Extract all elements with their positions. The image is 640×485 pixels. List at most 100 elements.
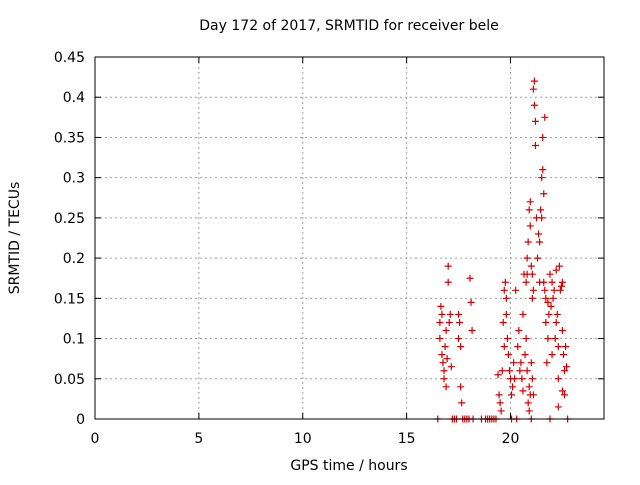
data-point <box>509 383 517 391</box>
data-point <box>518 375 526 383</box>
data-point <box>510 359 518 367</box>
data-point <box>562 343 570 351</box>
x-tick-label: 20 <box>502 431 520 447</box>
data-point <box>539 133 547 141</box>
data-point <box>523 367 531 375</box>
data-point <box>505 367 513 375</box>
y-tick-label: 0.45 <box>54 50 85 66</box>
x-tick-label: 5 <box>194 431 203 447</box>
data-point <box>522 335 530 343</box>
data-point <box>561 391 569 399</box>
data-point <box>456 318 464 326</box>
y-tick-labels: 0 0.05 0.1 0.15 0.2 0.25 0.3 0.35 0.4 0.45 <box>54 50 85 428</box>
data-point <box>554 343 562 351</box>
y-tick-label: 0 <box>76 412 85 428</box>
y-tick-label: 0.4 <box>63 90 85 106</box>
data-point <box>538 214 546 222</box>
data-point <box>559 351 567 359</box>
data-point <box>498 367 506 375</box>
data-point <box>455 335 463 343</box>
data-point <box>500 286 508 294</box>
axis-ticks <box>94 56 604 420</box>
data-point <box>558 327 566 335</box>
data-point <box>523 254 531 262</box>
data-point <box>519 387 527 395</box>
data-point <box>541 286 549 294</box>
data-point <box>558 278 566 286</box>
data-point <box>544 298 552 306</box>
data-point <box>529 286 537 294</box>
y-tick-label: 0.05 <box>54 372 85 388</box>
data-point <box>526 198 534 206</box>
data-point <box>515 327 523 335</box>
data-point <box>558 387 566 395</box>
data-point <box>531 117 539 125</box>
data-point <box>555 262 563 270</box>
data-point <box>502 294 510 302</box>
data-point <box>444 262 452 270</box>
data-point <box>524 399 532 407</box>
data-point <box>442 383 450 391</box>
data-point <box>548 278 556 286</box>
data-point <box>442 327 450 335</box>
x-tick-label: 10 <box>294 431 312 447</box>
data-point <box>525 206 533 214</box>
data-point <box>556 286 564 294</box>
data-point <box>504 351 512 359</box>
data-point <box>466 274 474 282</box>
data-point <box>561 367 569 375</box>
data-point <box>545 310 553 318</box>
data-point <box>529 85 537 93</box>
data-point <box>534 254 542 262</box>
data-point <box>445 318 453 326</box>
data-point <box>494 371 502 379</box>
data-point <box>541 113 549 121</box>
data-point <box>527 359 535 367</box>
data-point <box>551 335 559 343</box>
data-point <box>530 77 538 85</box>
data-point <box>436 335 444 343</box>
y-tick-label: 0.2 <box>63 251 85 267</box>
data-point <box>439 359 447 367</box>
y-tick-label: 0.3 <box>63 171 85 187</box>
data-point <box>512 286 520 294</box>
data-point <box>529 391 537 399</box>
data-point <box>458 399 466 407</box>
data-points <box>434 77 572 423</box>
x-axis-label: GPS time / hours <box>290 458 407 474</box>
y-tick-label: 0.35 <box>54 130 85 146</box>
data-point <box>446 310 454 318</box>
data-point <box>443 355 451 363</box>
data-point <box>468 327 476 335</box>
x-tick-label: 0 <box>91 431 100 447</box>
data-point <box>517 359 525 367</box>
x-tick-label: 15 <box>398 431 416 447</box>
data-point <box>457 383 465 391</box>
data-point <box>496 399 504 407</box>
data-point <box>528 375 536 383</box>
data-point <box>526 222 534 230</box>
data-point <box>540 190 548 198</box>
data-point <box>438 351 446 359</box>
data-point <box>511 375 519 383</box>
data-point <box>447 363 455 371</box>
data-point <box>500 343 508 351</box>
data-point <box>441 343 449 351</box>
data-point <box>542 318 550 326</box>
y-axis-label: SRMTID / TECUs <box>7 182 23 295</box>
data-point <box>528 270 536 278</box>
data-point <box>563 363 571 371</box>
data-point <box>524 238 532 246</box>
data-point <box>548 351 556 359</box>
data-point <box>497 407 505 415</box>
plot-frame <box>94 56 605 420</box>
data-point <box>531 141 539 149</box>
y-tick-label: 0.1 <box>63 332 85 348</box>
data-point <box>530 101 538 109</box>
data-point <box>525 407 533 415</box>
data-point <box>519 310 527 318</box>
data-point <box>467 298 475 306</box>
y-tick-label: 0.25 <box>54 211 85 227</box>
